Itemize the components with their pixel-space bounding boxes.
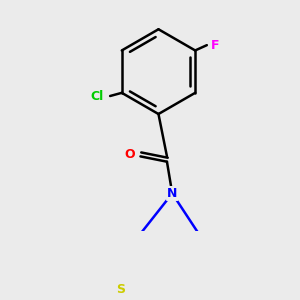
Text: S: S — [116, 284, 125, 296]
Text: O: O — [124, 148, 135, 161]
Text: N: N — [167, 187, 177, 200]
Text: Cl: Cl — [91, 89, 104, 103]
Text: F: F — [211, 39, 220, 52]
